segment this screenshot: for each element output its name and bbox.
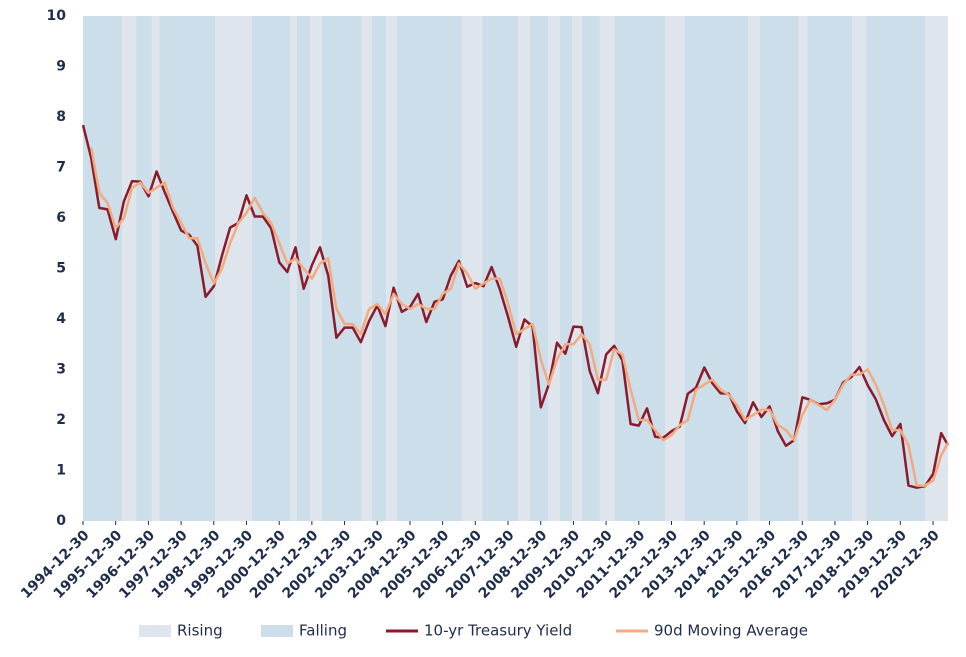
band xyxy=(461,16,483,521)
band xyxy=(151,16,160,521)
band xyxy=(290,16,297,521)
band xyxy=(518,16,531,521)
band xyxy=(361,16,372,521)
y-tick-label: 9 xyxy=(56,59,66,75)
legend-label: Rising xyxy=(177,622,223,640)
series-line xyxy=(81,124,950,489)
legend-label: 10-yr Treasury Yield xyxy=(424,622,572,640)
band xyxy=(852,16,867,521)
y-tick-label: 1 xyxy=(56,463,66,479)
y-tick-label: 8 xyxy=(56,109,66,125)
band xyxy=(748,16,761,521)
legend-label: Falling xyxy=(299,622,347,640)
band xyxy=(924,16,948,521)
band-background xyxy=(83,16,948,521)
y-tick-label: 0 xyxy=(56,513,66,529)
legend-label: 90d Moving Average xyxy=(654,622,808,640)
series-line xyxy=(89,147,950,487)
band xyxy=(385,16,397,521)
band xyxy=(122,16,137,521)
y-tick-label: 7 xyxy=(56,160,66,176)
y-tick-label: 6 xyxy=(56,210,66,226)
y-tick-label: 10 xyxy=(47,8,67,24)
legend-swatch xyxy=(261,625,293,637)
y-tick-label: 3 xyxy=(56,362,66,378)
band xyxy=(599,16,615,521)
band xyxy=(547,16,560,521)
band xyxy=(572,16,583,521)
y-tick-label: 4 xyxy=(56,311,66,327)
y-tick-label: 2 xyxy=(56,412,66,428)
y-tick-label: 5 xyxy=(56,261,66,277)
band xyxy=(665,16,685,521)
band xyxy=(798,16,808,521)
legend-swatch xyxy=(139,625,171,637)
